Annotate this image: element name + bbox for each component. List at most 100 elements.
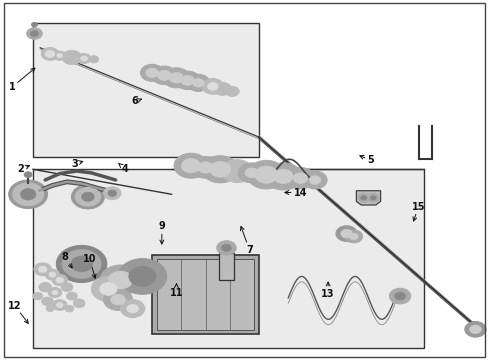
Circle shape [111, 294, 125, 305]
Circle shape [56, 277, 63, 283]
Circle shape [100, 265, 141, 295]
Polygon shape [33, 23, 259, 157]
Circle shape [31, 22, 37, 27]
Circle shape [39, 283, 51, 292]
Circle shape [174, 153, 207, 178]
Circle shape [52, 274, 67, 286]
Circle shape [52, 291, 58, 295]
Bar [219, 253, 233, 280]
Circle shape [103, 289, 132, 310]
Text: 2: 2 [18, 164, 29, 174]
Circle shape [81, 56, 87, 61]
Circle shape [335, 226, 357, 242]
Circle shape [216, 241, 236, 255]
Circle shape [292, 173, 307, 184]
Circle shape [468, 325, 480, 334]
Circle shape [140, 64, 163, 81]
Circle shape [46, 306, 54, 311]
Circle shape [370, 196, 375, 200]
Circle shape [45, 50, 55, 58]
Circle shape [207, 82, 218, 90]
Circle shape [38, 266, 47, 273]
Circle shape [360, 196, 366, 200]
Circle shape [65, 305, 74, 312]
Circle shape [213, 82, 231, 95]
Circle shape [33, 293, 42, 300]
Circle shape [30, 31, 38, 36]
Circle shape [349, 233, 358, 240]
Circle shape [62, 249, 101, 278]
Circle shape [201, 156, 238, 183]
Circle shape [244, 168, 258, 178]
Circle shape [264, 163, 301, 190]
Circle shape [163, 68, 190, 88]
Text: 4: 4 [119, 163, 128, 174]
Circle shape [24, 172, 32, 177]
Circle shape [302, 171, 326, 189]
Circle shape [345, 230, 362, 243]
Circle shape [254, 166, 278, 183]
Text: 5: 5 [359, 156, 373, 165]
Text: 11: 11 [169, 284, 183, 297]
Circle shape [191, 157, 220, 178]
Circle shape [61, 283, 73, 292]
Circle shape [238, 163, 265, 183]
Circle shape [13, 183, 43, 206]
Circle shape [34, 263, 51, 276]
Text: 10: 10 [83, 254, 97, 278]
Circle shape [91, 276, 125, 301]
Text: 14: 14 [284, 188, 306, 198]
Circle shape [181, 75, 194, 85]
Circle shape [108, 271, 132, 289]
Bar [152, 255, 259, 334]
Circle shape [41, 297, 53, 306]
Circle shape [145, 68, 158, 77]
Circle shape [81, 192, 94, 202]
Text: 15: 15 [411, 202, 425, 221]
Text: 3: 3 [71, 159, 82, 169]
Circle shape [157, 70, 171, 80]
Circle shape [77, 54, 91, 64]
Text: 6: 6 [131, 96, 141, 107]
Circle shape [27, 28, 42, 39]
Circle shape [340, 229, 352, 238]
Text: 12: 12 [8, 301, 28, 323]
Circle shape [126, 304, 138, 313]
Circle shape [62, 50, 81, 64]
Circle shape [52, 300, 67, 310]
Circle shape [100, 283, 117, 296]
Circle shape [246, 160, 285, 189]
Circle shape [221, 159, 252, 183]
Circle shape [75, 188, 101, 206]
Circle shape [394, 292, 405, 300]
Circle shape [103, 187, 121, 200]
Circle shape [175, 71, 200, 90]
Text: 1: 1 [9, 68, 35, 92]
Circle shape [273, 169, 292, 184]
Circle shape [53, 51, 66, 60]
Circle shape [308, 176, 320, 184]
Circle shape [367, 194, 378, 202]
Circle shape [151, 66, 177, 85]
Circle shape [388, 288, 410, 304]
Text: 7: 7 [240, 226, 252, 255]
Circle shape [181, 158, 201, 173]
Circle shape [57, 54, 62, 58]
Circle shape [198, 162, 213, 173]
Polygon shape [356, 191, 380, 205]
Circle shape [20, 189, 36, 200]
Text: 13: 13 [321, 282, 334, 298]
Polygon shape [33, 169, 424, 348]
Text: 8: 8 [61, 252, 72, 268]
Bar [157, 258, 254, 330]
Circle shape [56, 302, 63, 307]
Circle shape [71, 256, 92, 272]
Circle shape [9, 180, 47, 208]
Circle shape [73, 299, 85, 307]
Circle shape [49, 272, 56, 277]
Circle shape [89, 56, 99, 63]
Circle shape [357, 194, 369, 202]
Circle shape [71, 185, 104, 209]
Circle shape [225, 86, 239, 96]
Circle shape [108, 190, 116, 197]
